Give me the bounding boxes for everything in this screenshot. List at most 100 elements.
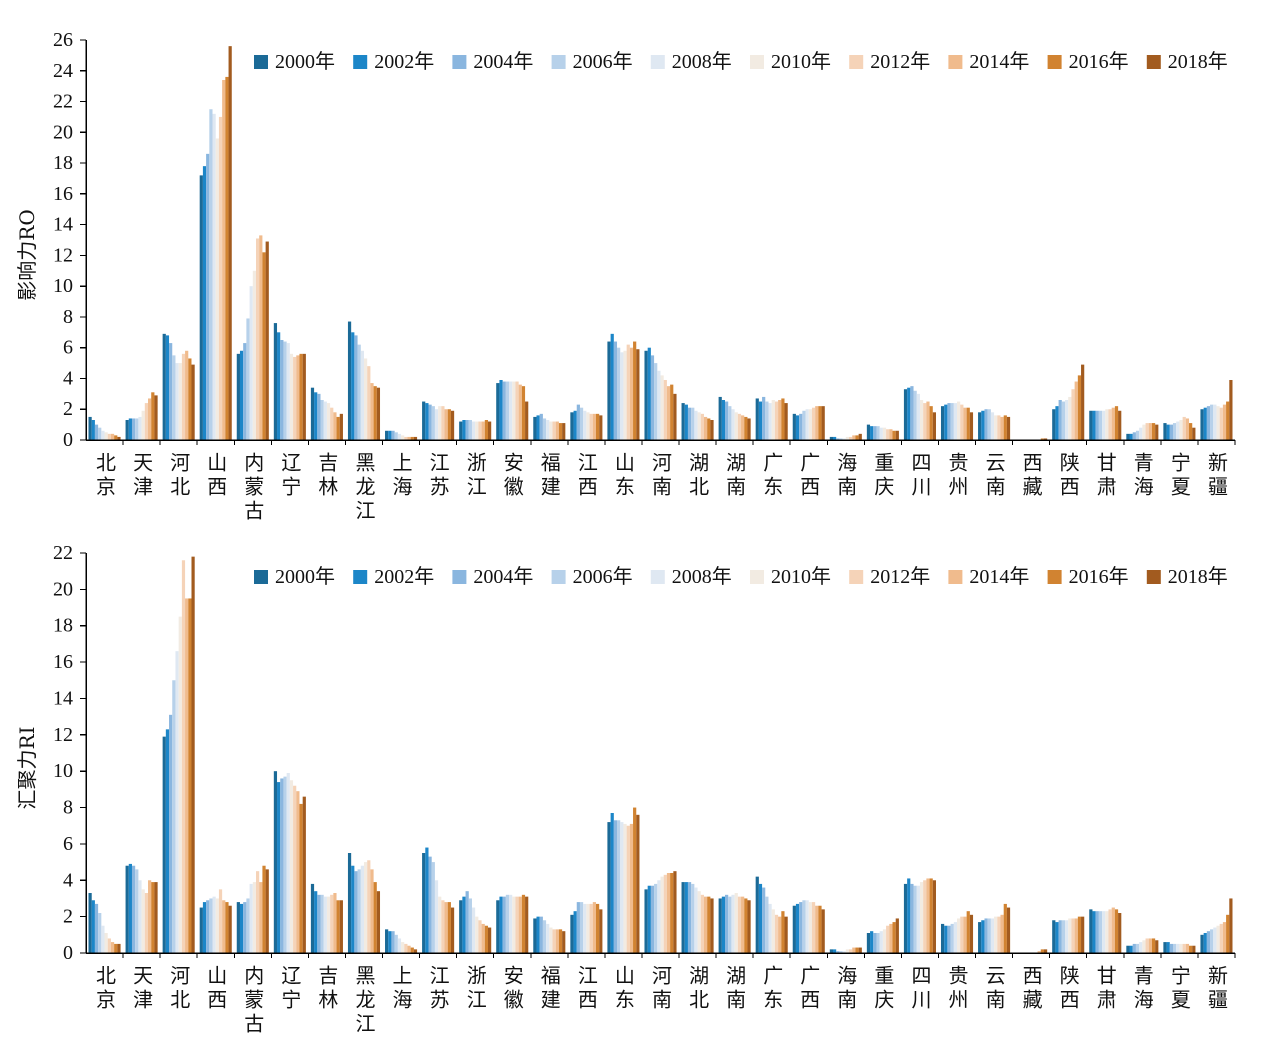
bar-ri-cat10-2018	[488, 927, 492, 953]
legend-label-ri-2012: 2012年	[870, 565, 930, 588]
legend-swatch-ri-2000	[254, 570, 268, 584]
bar-ri-cat22-2014	[926, 878, 930, 953]
bar-ro-cat17-2014	[741, 415, 745, 440]
legend-label-ro-2010: 2010年	[771, 50, 831, 73]
bar-ro-cat30-2006	[1210, 404, 1214, 440]
bar-ri-cat16-2016	[707, 896, 711, 953]
bar-ro-cat5-2018	[302, 353, 306, 440]
bar-ri-cat12-2010	[549, 927, 553, 953]
bar-ri-cat13-2010	[586, 903, 590, 953]
bar-ro-cat17-2016	[744, 416, 748, 440]
bar-ri-cat7-2018	[376, 891, 381, 953]
bar-ro-cat4-2012	[256, 238, 260, 440]
bar-ro-cat9-2010	[438, 406, 442, 440]
bar-ri-cat5-2004	[280, 778, 284, 953]
bar-ri-cat19-2004	[799, 902, 803, 953]
bar-ro-cat5-2002	[277, 332, 281, 440]
ytick-label-ro-24: 24	[53, 60, 73, 82]
bar-ri-cat26-2012	[1071, 918, 1075, 953]
bar-ri-cat0-2008	[101, 925, 105, 953]
bar-ri-cat28-2014	[1148, 938, 1152, 953]
bar-ro-cat3-2016	[225, 76, 229, 441]
bar-ri-cat30-2002	[1203, 933, 1207, 953]
bar-ro-cat28-2008	[1139, 427, 1143, 440]
bar-ro-cat16-2014	[703, 416, 708, 440]
bar-ri-cat21-2012	[886, 925, 890, 953]
legend-item-ro-2006: 2006年	[551, 50, 633, 73]
category-label-ro-6: 吉林	[314, 452, 339, 500]
bar-ri-cat11-2012	[515, 896, 519, 953]
bar-ro-cat16-2012	[700, 413, 704, 440]
bar-ri-cat29-2010	[1179, 943, 1183, 953]
bar-ri-cat7-2010	[363, 862, 368, 953]
bar-ri-cat15-2012	[663, 874, 667, 953]
bar-ro-cat20-2008	[842, 438, 846, 440]
bar-ri-cat14-2006	[617, 820, 621, 953]
bar-ro-cat29-2008	[1176, 421, 1180, 440]
bar-ro-cat13-2012	[589, 413, 593, 440]
bar-ro-cat24-2018	[1006, 416, 1011, 440]
bar-ri-cat18-2010	[771, 909, 775, 953]
bar-ro-cat21-2016	[892, 430, 896, 440]
bar-ri-cat23-2016	[966, 911, 970, 953]
bar-ri-cat27-2000	[1089, 909, 1093, 953]
bar-ro-cat26-2002	[1055, 406, 1059, 440]
bars-ri	[88, 556, 1233, 953]
bar-ri-cat27-2006	[1098, 911, 1103, 953]
ytick-label-ro-10: 10	[53, 275, 73, 297]
bar-ri-cat12-2002	[536, 916, 540, 953]
category-label-ri-26: 陕西	[1056, 965, 1081, 1013]
legend-item-ro-2010: 2010年	[750, 50, 831, 73]
bar-ro-cat1-2018	[154, 395, 158, 440]
bar-ro-cat27-2010	[1105, 409, 1109, 440]
bar-ri-cat17-2004	[725, 894, 729, 953]
bar-ro-cat28-2014	[1148, 423, 1152, 440]
bar-ri-cat28-2000	[1126, 945, 1130, 953]
bar-ri-cat4-2018	[265, 869, 269, 953]
category-label-ro-21: 重庆	[870, 452, 895, 500]
bar-ri-cat7-2000	[347, 853, 352, 953]
bar-ro-cat14-2016	[633, 341, 637, 440]
legend-swatch-ri-2010	[750, 570, 764, 584]
bar-ro-cat2-2000	[162, 333, 166, 440]
bar-ri-cat19-2000	[792, 905, 796, 953]
bar-ro-cat10-2016	[484, 420, 489, 440]
bar-ri-cat15-2004	[650, 885, 655, 953]
bar-ri-cat10-2006	[468, 898, 472, 953]
bar-ri-cat14-2004	[613, 820, 618, 953]
bar-ro-cat2-2016	[188, 358, 192, 440]
category-label-ri-28: 青海	[1130, 965, 1155, 1013]
bar-ri-cat17-2000	[718, 898, 722, 953]
category-label-ro-27: 甘肃	[1093, 452, 1118, 500]
bar-ro-cat28-2010	[1142, 424, 1146, 440]
bar-ri-cat25-2018	[1043, 949, 1048, 953]
bar-ri-cat25-2016	[1040, 949, 1044, 953]
bar-ro-cat26-2018	[1081, 364, 1085, 440]
bar-ri-cat17-2006	[728, 896, 732, 953]
bar-ri-cat11-2004	[502, 896, 506, 953]
category-label-ri-17: 湖南	[722, 965, 747, 1013]
bar-ri-cat14-2002	[610, 813, 614, 953]
bar-ri-cat13-2004	[576, 902, 580, 953]
legend-item-ro-2016: 2016年	[1047, 50, 1129, 73]
bar-ri-cat21-2006	[876, 933, 880, 953]
bar-ro-cat26-2004	[1058, 400, 1062, 440]
bar-ri-cat10-2012	[478, 920, 482, 953]
bar-ri-cat24-2016	[1003, 903, 1007, 953]
bar-ro-cat2-2006	[172, 355, 176, 440]
bar-ro-cat24-2006	[987, 409, 991, 440]
bar-ro-cat18-2008	[768, 403, 772, 440]
bar-ro-cat14-2006	[617, 347, 621, 440]
bar-ri-cat16-2012	[700, 894, 704, 953]
bar-ro-cat12-2010	[549, 421, 553, 440]
bar-ro-cat23-2002	[944, 404, 948, 440]
bar-ro-cat27-2012	[1108, 409, 1112, 440]
bar-ro-cat0-2006	[98, 427, 102, 440]
bar-ri-cat18-2000	[755, 876, 759, 953]
bar-ri-cat3-2018	[228, 905, 232, 953]
bar-ri-cat24-2006	[987, 918, 991, 953]
bar-ri-cat4-2004	[243, 902, 247, 953]
bar-ri-cat13-2012	[589, 903, 593, 953]
bar-ro-cat1-2000	[125, 420, 129, 440]
